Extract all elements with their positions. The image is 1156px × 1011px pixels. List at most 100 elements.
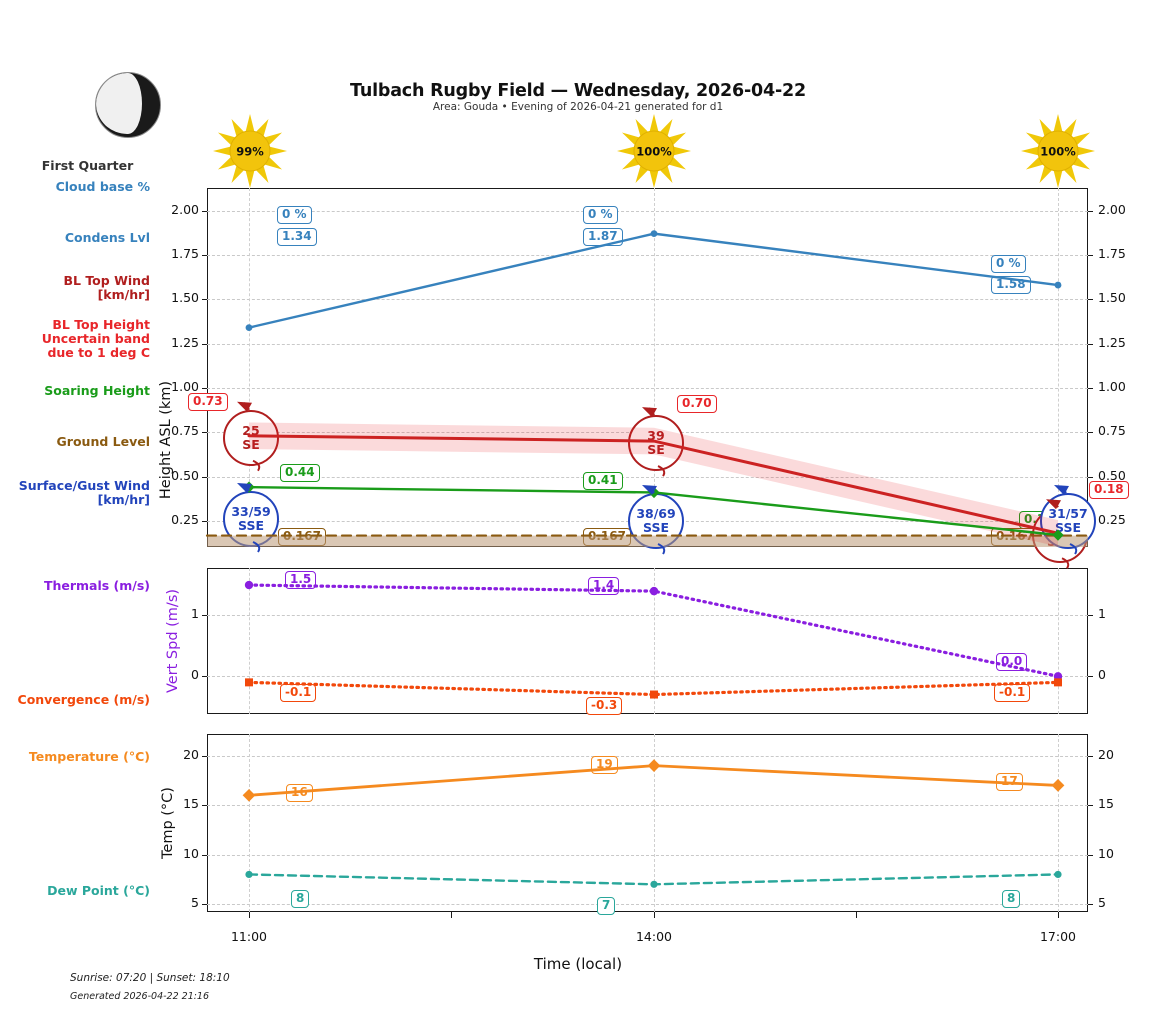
y-tick-label-right: 1.25 [1098, 334, 1126, 350]
y-tick-label-left: 1.25 [171, 334, 199, 350]
y-tick-mark [202, 432, 207, 434]
y-tick-label-left: 0.50 [171, 467, 199, 483]
y-tick-mark [1088, 676, 1093, 678]
wind-speed-label: 31/57 [1048, 506, 1088, 521]
y-tick-label-right: 0.75 [1098, 423, 1126, 439]
x-tick-mark [451, 912, 452, 918]
y-tick-mark [1088, 755, 1093, 757]
legend-label-temperature: Temperature (°C) [28, 749, 150, 764]
sun-times-footer: Sunrise: 07:20 | Sunset: 18:10 [70, 972, 230, 984]
y-tick-label-left: 1.75 [171, 245, 199, 261]
gridline-vertical [654, 188, 655, 547]
y-tick-label-left: 10 [183, 845, 199, 861]
gridline-horizontal [207, 387, 1088, 389]
cloud-base-value-label: 0 % [991, 255, 1026, 273]
y-tick-label-right: 2.00 [1098, 201, 1126, 217]
wind-speed-label: 39 [647, 428, 665, 444]
wind-speed-label: 33/59 [231, 504, 271, 519]
y-tick-mark [202, 343, 207, 345]
y-tick-mark [202, 210, 207, 212]
convergence-value-label: -0.3 [586, 697, 623, 715]
gridline-vertical [1058, 188, 1059, 547]
y-tick-mark [1088, 387, 1093, 389]
gridline-vertical [249, 188, 250, 547]
sun-value-label: 99% [236, 144, 264, 158]
gridline-vertical [249, 734, 250, 912]
gridline-horizontal [207, 343, 1088, 345]
soaring-height-value-label: 0.41 [583, 472, 623, 490]
y-tick-mark [202, 254, 207, 256]
legend-label-bl-top-wind: BL Top Wind [km/hr] [63, 273, 150, 302]
legend-label-cloud-base: Cloud base % [55, 179, 150, 194]
gridline-horizontal [207, 676, 1088, 678]
convergence-value-label: -0.1 [994, 684, 1031, 702]
sun-value-label: 100% [636, 144, 672, 158]
y-tick-label-left: 1 [191, 606, 199, 622]
sun-ray [649, 114, 659, 134]
gridline-horizontal [207, 476, 1088, 478]
y-tick-label-right: 0 [1098, 667, 1106, 683]
y-tick-label-right: 10 [1098, 845, 1114, 861]
x-tick-mark [856, 912, 857, 918]
wind-speed-label: 38/69 [636, 506, 676, 521]
sun-value-label: 100% [1040, 144, 1076, 158]
gridline-horizontal [207, 254, 1088, 256]
legend-label-soaring-height: Soaring Height [44, 383, 150, 398]
surface-wind-barb-1700: 31/57 SSE [1040, 493, 1096, 549]
y-tick-label-left: 1.50 [171, 290, 199, 306]
generated-footer: Generated 2026-04-22 21:16 [70, 991, 210, 1002]
moon-phase-icon [95, 72, 161, 138]
cloud-base-value-label: 0 % [277, 206, 312, 224]
y-tick-label-left: 15 [183, 796, 199, 812]
condens-lvl-value-label: 1.87 [583, 228, 623, 246]
cloud-base-value-label: 0 % [583, 206, 618, 224]
page-title: Tulbach Rugby Field — Wednesday, 2026-04… [350, 81, 806, 101]
y-tick-label-left: 0 [191, 667, 199, 683]
y-tick-mark [1088, 432, 1093, 434]
y-tick-label-right: 1.75 [1098, 245, 1126, 261]
x-tick-mark [1058, 912, 1059, 918]
temperature-value-label: 16 [286, 784, 313, 802]
bl-top-wind-barb-1100: 25 SE [223, 409, 279, 466]
x-tick-1400: 14:00 [635, 929, 673, 944]
y-tick-mark [202, 520, 207, 522]
condens-lvl-value-label: 1.58 [991, 276, 1031, 294]
y-tick-label-right: 1.00 [1098, 378, 1126, 394]
legend-label-convergence: Convergence (m/s) [17, 692, 150, 707]
y-tick-mark [202, 805, 207, 807]
y-tick-mark [202, 854, 207, 856]
sun-icon-1400: 100% [617, 114, 691, 188]
convergence-value-label: -0.1 [280, 684, 317, 702]
sun-icon-1100: 99% [213, 114, 287, 188]
y-tick-label-left: 1.00 [171, 378, 199, 394]
x-axis-title: Time (local) [533, 955, 623, 973]
y-tick-mark [202, 755, 207, 757]
x-tick-1100: 11:00 [230, 929, 268, 944]
ground-level-value-label: 0.167 [278, 528, 326, 546]
x-tick-1700: 17:00 [1039, 929, 1077, 944]
wind-speed-label: 25 [242, 422, 260, 438]
sun-ray [245, 114, 255, 134]
legend-label-bl-top-height: BL Top Height Uncertain band due to 1 de… [41, 317, 150, 360]
y-tick-label-right: 0.25 [1098, 511, 1126, 527]
gridline-horizontal [207, 615, 1088, 617]
y-tick-mark [202, 387, 207, 389]
thermals-value-label: 1.4 [588, 577, 620, 595]
bl-top-height-value-label: 0.18 [1089, 481, 1129, 499]
y-tick-label-left: 5 [191, 895, 199, 911]
thermals-value-label: 1.5 [285, 571, 317, 589]
gridline-vertical [249, 568, 250, 714]
y-tick-label-right: 15 [1098, 796, 1114, 812]
temperature-value-label: 17 [996, 773, 1023, 791]
ground-level-value-label: 0.167 [583, 528, 631, 546]
sun-ray [1053, 114, 1063, 134]
dew-point-value-label: 8 [1002, 890, 1021, 908]
condens-lvl-value-label: 1.34 [277, 228, 317, 246]
gridline-vertical [654, 568, 655, 714]
gridline-vertical [1058, 734, 1059, 912]
bl-top-height-value-label: 0.73 [188, 393, 228, 411]
y-tick-label-left: 2.00 [171, 201, 199, 217]
y-tick-label-left: 0.75 [171, 423, 199, 439]
y-tick-mark [1088, 210, 1093, 212]
wind-direction-label: SSE [1055, 520, 1081, 535]
